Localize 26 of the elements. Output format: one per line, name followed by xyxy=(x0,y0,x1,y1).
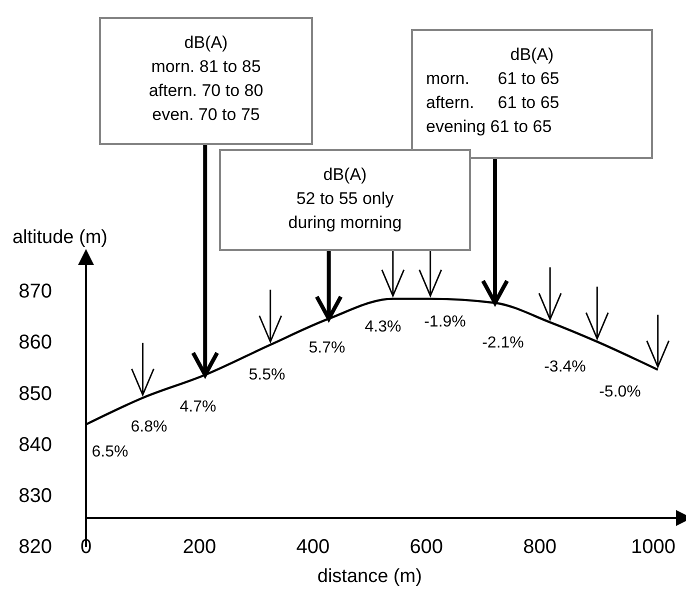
x-tick-label: 200 xyxy=(182,536,216,558)
annotation: -1.9% xyxy=(424,314,466,330)
annotation: 5.7% xyxy=(308,340,346,356)
y-tick-label: 840 xyxy=(18,434,52,456)
annotation: dB(A) 52 to 55 only during morning xyxy=(288,165,402,232)
annotation: 6.5% xyxy=(92,444,128,460)
annotation: dB(A) morn. 81 to 85 aftern. 70 to 80 even. 70 to 75 xyxy=(148,33,264,124)
x-axis-title: distance (m) xyxy=(317,566,422,587)
x-tick-label: 800 xyxy=(523,536,557,558)
y-tick-label: 820 xyxy=(18,536,52,558)
annotation: -2.1% xyxy=(482,334,524,352)
y-tick-label: 850 xyxy=(18,382,52,405)
annotation: -3.4% xyxy=(544,358,586,376)
annotation: 4.3% xyxy=(364,318,402,336)
y-tick-label: 870 xyxy=(18,280,52,303)
annotation: 5.5% xyxy=(248,366,286,384)
x-tick-label: 600 xyxy=(410,536,444,558)
y-tick-label: 860 xyxy=(18,332,52,354)
annotation: 4.7% xyxy=(180,398,216,416)
y-axis-title: altitude (m) xyxy=(12,227,108,248)
annotation: 6.8% xyxy=(130,418,168,436)
y-tick-label: 830 xyxy=(18,484,52,507)
annotation: -5.0% xyxy=(599,384,641,400)
annotation: dB(A) morn. 61 to 65 aftern. 61 to 65 evening 61 to 65 xyxy=(426,45,560,136)
x-tick-label: 400 xyxy=(296,536,330,558)
x-tick-label: 1000 xyxy=(631,536,676,558)
